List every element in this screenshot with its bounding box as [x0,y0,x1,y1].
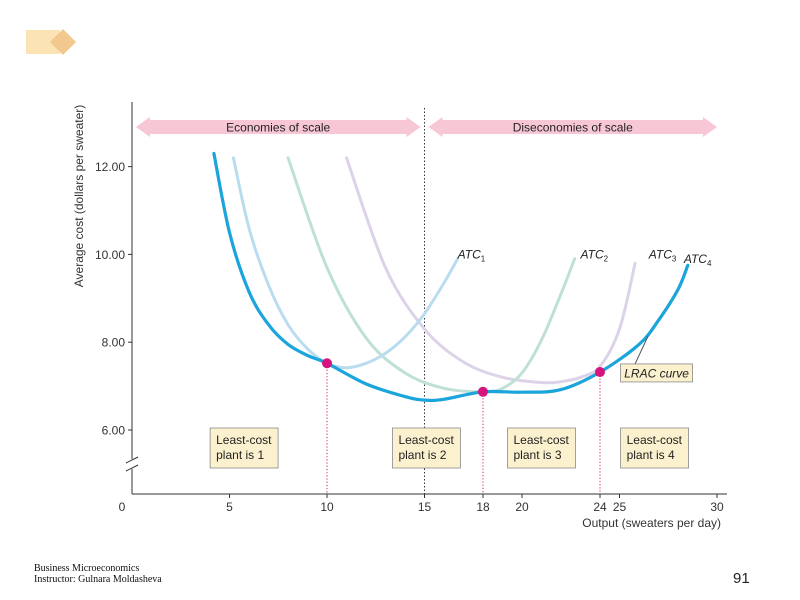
x-tick-label-1: 0 [119,500,126,514]
lrac-label-pointer [634,335,649,366]
region-label-1: Economies of scale [226,121,330,135]
guide-lines [326,363,601,494]
least-cost-box-2-line-2: plant is 2 [398,448,446,462]
tangency-point-2 [478,386,488,397]
x-tick-label-5: 18 [476,500,490,514]
axis-break-mark-2 [125,464,139,472]
page-number: 91 [733,570,750,587]
x-tick-label-9: 30 [710,500,724,514]
least-cost-box-4 [620,427,689,469]
scale-region-bands: Economies of scale Diseconomies of scale [135,117,717,137]
y-tick-label-2: 8.00 [102,336,126,350]
axis-break-gap [126,459,138,469]
atc1-label: ATC1 [457,247,486,263]
lrac-curve [212,151,690,403]
y-tick-label-3: 10.00 [95,248,125,262]
slide-logo [26,29,76,55]
x-tick-label-7: 24 [593,500,607,514]
least-cost-box-1-line-2: plant is 1 [216,448,264,462]
slide-footer: Business Microeconomics Instructor: Guln… [34,563,162,585]
least-cost-box-2-line-1: Least-cost [398,433,454,447]
x-tick-label-2: 5 [226,500,233,514]
least-cost-box-3-line-2: plant is 3 [514,448,562,462]
x-axis-title: Output (sweaters per day) [582,516,721,530]
footer-course: Business Microeconomics [34,563,140,574]
least-cost-box-1 [209,427,279,469]
least-cost-box-1-line-1: Least-cost [216,433,272,447]
y-tick-label-1: 6.00 [102,424,126,438]
least-cost-box-4-line-1: Least-cost [627,433,683,447]
region-label-2: Diseconomies of scale [513,121,633,135]
y-axis-title: Average cost (dollars per sweater) [72,105,86,288]
axis-break-mark-1 [125,456,139,464]
tangency-point-3 [595,367,605,378]
atc3-label: ATC3 [648,247,677,263]
x-tick-label-4: 15 [418,500,432,514]
tangency-point-1 [322,358,332,369]
x-tick-label-3: 10 [320,500,334,514]
footer-instructor: Instructor: Gulnara Moldasheva [34,574,162,585]
least-cost-box-2 [392,427,461,469]
y-tick-label-4: 12.00 [95,160,125,174]
least-cost-box-4-line-2: plant is 4 [627,448,675,462]
atc4-label: ATC4 [683,252,712,268]
atc2-curve [286,156,577,394]
region-band-2 [428,117,717,137]
region-band-1 [135,117,421,137]
tangency-points [322,358,605,397]
least-cost-box-3 [507,427,576,469]
least-cost-box-3-line-1: Least-cost [514,433,570,447]
cost-curves [212,151,690,403]
curve-labels: ATC1 ATC2 ATC3 ATC4 LRAC curve [457,247,712,383]
atc1-curve [231,156,460,370]
atc2-label: ATC2 [580,247,609,263]
chart: Economies of scale Diseconomies of scale … [72,102,727,530]
axes: 6.00 8.00 10.00 12.00 0 5 10 15 18 20 24 25 30 Output… [72,102,727,530]
atc3-curve [345,156,637,385]
lrac-curve-label: LRAC curve [624,366,689,380]
x-tick-label-6: 20 [515,500,529,514]
lrac-label-box [620,363,693,383]
x-tick-label-8: 25 [613,500,627,514]
